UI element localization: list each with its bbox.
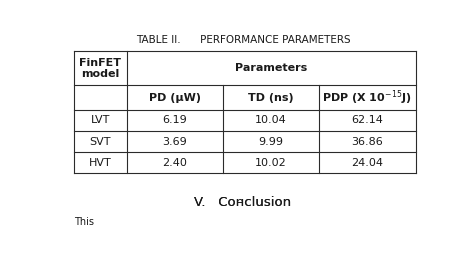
Text: 36.86: 36.86 [351,136,383,147]
Text: HVT: HVT [89,158,112,168]
Text: TD (ns): TD (ns) [248,93,294,103]
Text: 2.40: 2.40 [163,158,187,168]
Text: TABLE II.      PERFORMANCE PARAMETERS: TABLE II. PERFORMANCE PARAMETERS [136,35,350,45]
Text: This: This [74,217,94,228]
Text: SVT: SVT [90,136,111,147]
Text: 6.19: 6.19 [163,115,187,125]
Text: PDP (X 10$^{-15}$J): PDP (X 10$^{-15}$J) [322,88,412,107]
Text: 10.02: 10.02 [255,158,287,168]
Text: V.   Сонсlusion: V. Сонсlusion [194,196,292,209]
Text: V.   Conclusion: V. Conclusion [194,196,292,209]
Text: Parameters: Parameters [235,63,307,73]
Text: 9.99: 9.99 [258,136,283,147]
Text: 24.04: 24.04 [351,158,383,168]
Text: LVT: LVT [91,115,110,125]
Text: FinFET
model: FinFET model [80,57,121,79]
Text: 10.04: 10.04 [255,115,287,125]
Text: PD (μW): PD (μW) [149,93,201,103]
Text: 62.14: 62.14 [351,115,383,125]
Text: 3.69: 3.69 [163,136,187,147]
